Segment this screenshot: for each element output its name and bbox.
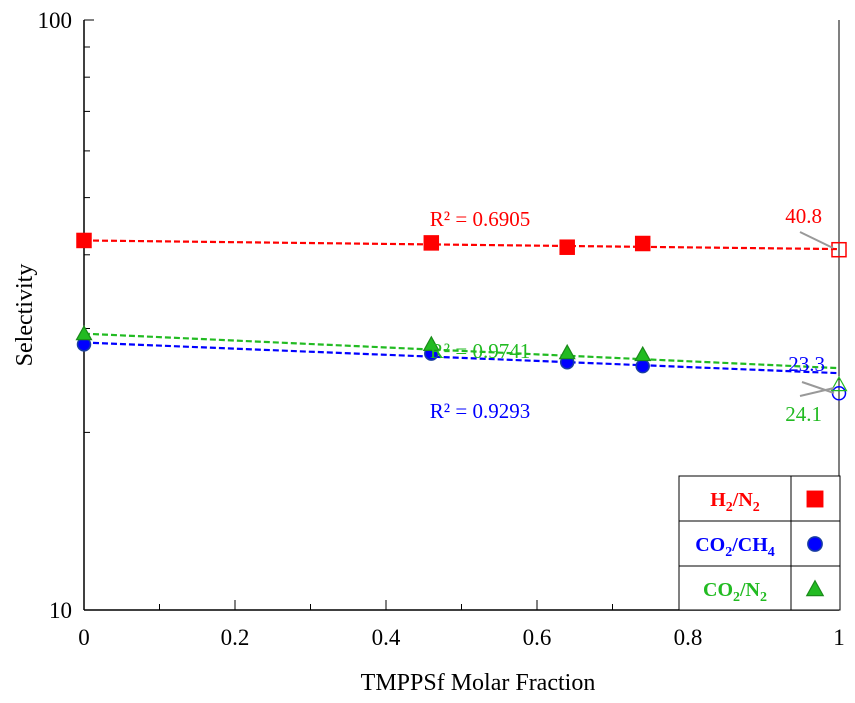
square-marker — [806, 490, 824, 508]
x-tick-label: 0.2 — [221, 625, 250, 650]
y-tick-label: 10 — [49, 598, 72, 623]
x-tick-label: 0.8 — [674, 625, 703, 650]
y-ticks: 10 100 — [38, 8, 94, 623]
leader-line — [799, 231, 834, 249]
r2-label: R² = 0.6905 — [430, 207, 530, 231]
x-tick-label: 0 — [78, 625, 90, 650]
triangle-marker — [558, 343, 576, 360]
r2-label: R² = 0.9293 — [430, 399, 530, 423]
legend: H2/N2 CO2/CH4 CO2/N2 — [678, 475, 841, 611]
square-marker — [423, 235, 440, 251]
predicted-value-label: 40.8 — [785, 204, 822, 228]
triangle-marker — [634, 345, 652, 362]
data-markers — [75, 232, 848, 401]
y-tick-label: 100 — [38, 8, 73, 33]
triangle-marker — [805, 579, 825, 597]
x-tick-label: 1 — [833, 625, 845, 650]
triangle-marker — [75, 324, 93, 341]
square-marker — [634, 235, 651, 252]
square-marker — [76, 232, 92, 249]
circle-marker — [635, 358, 650, 374]
legend-label: CO2/N2 — [703, 579, 767, 605]
square-marker — [831, 241, 847, 258]
legend-label: H2/N2 — [710, 489, 760, 515]
leader-line — [799, 387, 835, 397]
r2-label: R² = 0.9741 — [430, 339, 530, 363]
legend-label: CO2/CH4 — [695, 534, 775, 560]
trendline — [83, 239, 840, 251]
triangle-marker — [830, 375, 848, 392]
x-tick-label: 0.4 — [372, 625, 401, 650]
predicted-value-label: 23.3 — [788, 352, 825, 376]
triangle-marker — [422, 335, 440, 351]
square-marker — [559, 239, 575, 255]
annotations: R² = 0.6905 40.8 R² = 0.9293 23.3 R² = 0.974… — [430, 204, 835, 426]
x-tick-label: 0.6 — [523, 625, 552, 650]
x-axis-title: TMPPSf Molar Fraction — [361, 670, 596, 696]
leader-line — [801, 381, 835, 394]
predicted-value-label: 24.1 — [785, 402, 822, 426]
y-axis-title: Selectivity — [12, 264, 38, 367]
circle-marker — [807, 536, 823, 552]
